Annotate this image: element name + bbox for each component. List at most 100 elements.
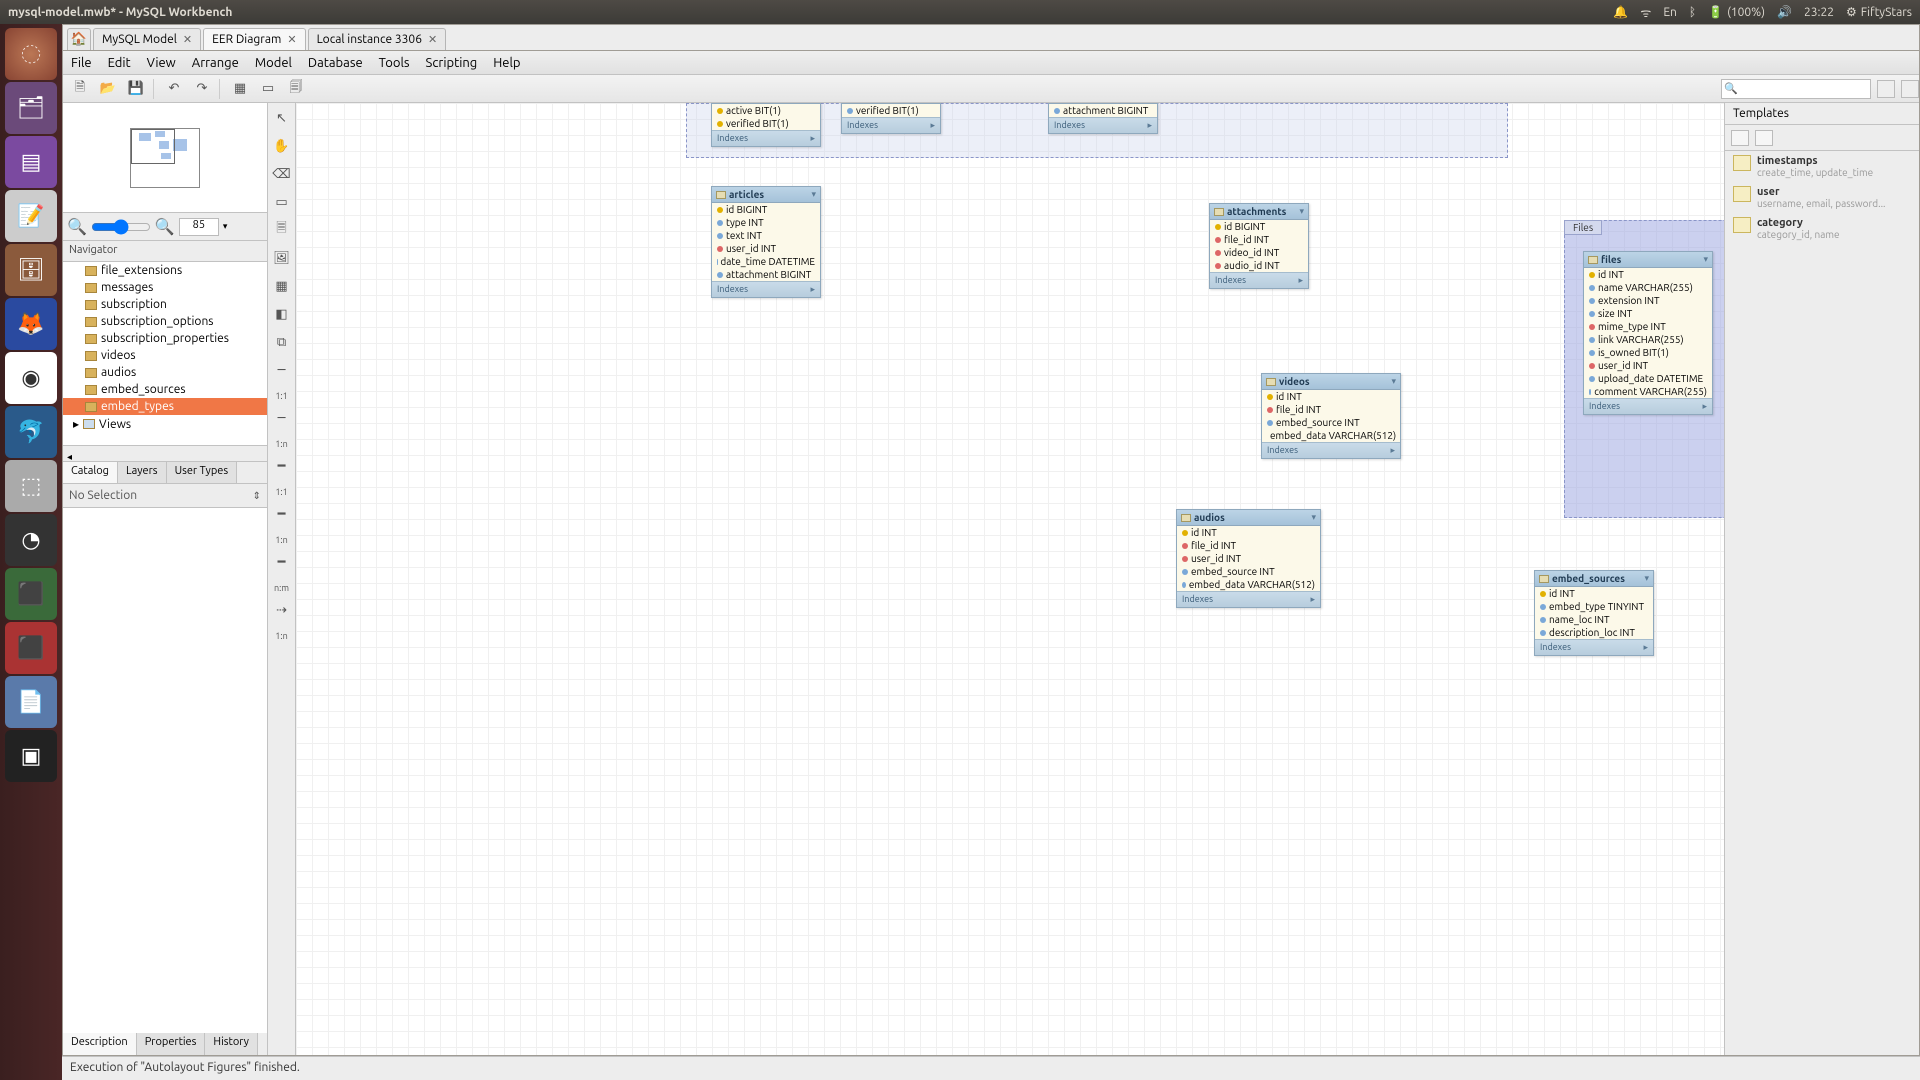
clock[interactable]: 23:22 [1804, 6, 1834, 19]
grid-button[interactable]: ▦ [229, 78, 251, 100]
image-tool[interactable]: 🖼 [271, 247, 293, 269]
tree-item[interactable]: subscription [63, 296, 267, 313]
save-button[interactable]: 💾 [125, 78, 147, 100]
notification-icon[interactable]: 🔔 [1613, 5, 1628, 19]
menu-database[interactable]: Database [308, 56, 363, 70]
zoom-value[interactable]: 85 [179, 218, 219, 236]
rel-11-id-tool[interactable]: ━ [271, 455, 293, 477]
canvas-viewport[interactable]: Files active BIT(1)verified BIT(1)Indexe… [296, 103, 1724, 1055]
launcher-writer[interactable]: 📄 [5, 676, 57, 728]
home-tab[interactable]: 🏠 [67, 28, 91, 50]
tree-item[interactable]: messages [63, 279, 267, 296]
menu-tools[interactable]: Tools [379, 56, 410, 70]
close-icon[interactable]: ✕ [428, 33, 437, 46]
table-tool[interactable]: ▦ [271, 275, 293, 297]
tree-item[interactable]: embed_types [63, 398, 267, 415]
entity-top2[interactable]: verified BIT(1)Indexes▸ [841, 103, 941, 134]
layer-tool[interactable]: ▭ [271, 191, 293, 213]
launcher-app4[interactable]: ◔ [5, 514, 57, 566]
launcher-app6[interactable]: ⬛ [5, 622, 57, 674]
minimap[interactable] [63, 103, 267, 213]
tree-item[interactable]: subscription_properties [63, 330, 267, 347]
pointer-tool[interactable]: ↖ [271, 107, 293, 129]
rel-11-nonid-tool[interactable]: ─ [271, 359, 293, 381]
zoom-slider[interactable] [91, 219, 151, 235]
menu-arrange[interactable]: Arrange [192, 56, 239, 70]
hand-tool[interactable]: ✋ [271, 135, 293, 157]
tab-history[interactable]: History [205, 1033, 258, 1055]
tree-item[interactable]: ▸ Views [63, 415, 267, 433]
rel-1n-id-tool[interactable]: ━ [271, 503, 293, 525]
menu-view[interactable]: View [147, 56, 176, 70]
launcher-app5[interactable]: ⬛ [5, 568, 57, 620]
tab-mysql-model[interactable]: MySQL Model✕ [93, 28, 201, 50]
bluetooth-icon[interactable]: ᛒ [1689, 6, 1696, 19]
notes-button[interactable]: 🗐 [285, 78, 307, 100]
tab-catalog[interactable]: Catalog [63, 462, 118, 483]
routine-tool[interactable]: ⧉ [271, 331, 293, 353]
menu-edit[interactable]: Edit [108, 56, 131, 70]
catalog-tree[interactable]: file_extensionsmessagessubscriptionsubsc… [63, 261, 267, 446]
volume-icon[interactable]: 🔊 [1777, 5, 1792, 19]
entity-embed_sources[interactable]: embed_sources▾id INTembed_type TINYINTna… [1534, 570, 1654, 656]
template-item[interactable]: timestampscreate_time, update_time [1725, 151, 1919, 182]
tree-item[interactable]: subscription_options [63, 313, 267, 330]
rel-place-tool[interactable]: ⇢ [271, 599, 293, 621]
description-area[interactable] [63, 508, 267, 1033]
launcher-terminal[interactable]: ▣ [5, 730, 57, 782]
tab-description[interactable]: Description [63, 1033, 137, 1055]
tree-item[interactable]: videos [63, 347, 267, 364]
new-file-button[interactable]: 🗎 [69, 78, 91, 100]
note-tool[interactable]: 🗏 [271, 219, 293, 241]
rel-1n-nonid-tool[interactable]: ─ [271, 407, 293, 429]
zoom-out-icon[interactable]: 🔍 [67, 217, 87, 236]
session-menu[interactable]: ⚙ FiftyStars [1846, 5, 1912, 19]
launcher-chrome[interactable]: ◉ [5, 352, 57, 404]
template-item[interactable]: userusername, email, password... [1725, 182, 1919, 213]
align-button[interactable]: ▭ [257, 78, 279, 100]
undo-button[interactable]: ↶ [163, 78, 185, 100]
tab-eer-diagram[interactable]: EER Diagram✕ [203, 28, 305, 50]
entity-articles[interactable]: articles▾id BIGINTtype INTtext INTuser_i… [711, 186, 821, 298]
tree-item[interactable]: audios [63, 364, 267, 381]
dash-icon[interactable]: ◌ [5, 28, 57, 80]
menu-model[interactable]: Model [255, 56, 292, 70]
redo-button[interactable]: ↷ [191, 78, 213, 100]
entity-audios[interactable]: audios▾id INTfile_id INTuser_id INTembed… [1176, 509, 1321, 608]
launcher-workbench[interactable]: 🐬 [5, 406, 57, 458]
launcher-firefox[interactable]: 🦊 [5, 298, 57, 350]
lang-indicator[interactable]: En [1663, 6, 1677, 19]
launcher-files[interactable]: 🗂 [5, 82, 57, 134]
tab-layers[interactable]: Layers [118, 462, 167, 483]
launcher-gedit[interactable]: 📝 [5, 190, 57, 242]
menu-file[interactable]: File [71, 56, 92, 70]
toggle-sidebar-right[interactable] [1901, 80, 1919, 98]
wifi-icon[interactable]: ᯤ [1640, 4, 1651, 21]
view-tool[interactable]: ◧ [271, 303, 293, 325]
tab-properties[interactable]: Properties [137, 1033, 206, 1055]
eer-canvas[interactable]: Files active BIT(1)verified BIT(1)Indexe… [296, 103, 1724, 1055]
launcher-app1[interactable]: ▤ [5, 136, 57, 188]
entity-attachments[interactable]: attachments▾id BIGINTfile_id INTvideo_id… [1209, 203, 1309, 289]
tab-local-instance[interactable]: Local instance 3306✕ [308, 28, 447, 50]
template-new-button[interactable] [1731, 130, 1749, 146]
launcher-app2[interactable]: 🗄 [5, 244, 57, 296]
rel-nm-tool[interactable]: ━ [271, 551, 293, 573]
tree-item[interactable]: file_extensions [63, 262, 267, 279]
menu-scripting[interactable]: Scripting [426, 56, 478, 70]
entity-files[interactable]: files▾id INTname VARCHAR(255)extension I… [1583, 251, 1713, 415]
template-item[interactable]: categorycategory_id, name [1725, 213, 1919, 244]
search-input[interactable] [1721, 79, 1871, 99]
entity-top3[interactable]: attachment BIGINTIndexes▸ [1048, 103, 1158, 134]
close-icon[interactable]: ✕ [183, 33, 192, 46]
tab-usertypes[interactable]: User Types [167, 462, 238, 483]
tree-item[interactable]: embed_sources [63, 381, 267, 398]
entity-videos[interactable]: videos▾id INTfile_id INTembed_source INT… [1261, 373, 1401, 459]
eraser-tool[interactable]: ⌫ [271, 163, 293, 185]
toggle-sidebar-left[interactable] [1877, 80, 1895, 98]
menu-help[interactable]: Help [493, 56, 520, 70]
open-button[interactable]: 📂 [97, 78, 119, 100]
zoom-in-icon[interactable]: 🔍 [155, 217, 175, 236]
zoom-dropdown[interactable]: ▾ [223, 221, 228, 232]
entity-top1[interactable]: active BIT(1)verified BIT(1)Indexes▸ [711, 103, 821, 147]
